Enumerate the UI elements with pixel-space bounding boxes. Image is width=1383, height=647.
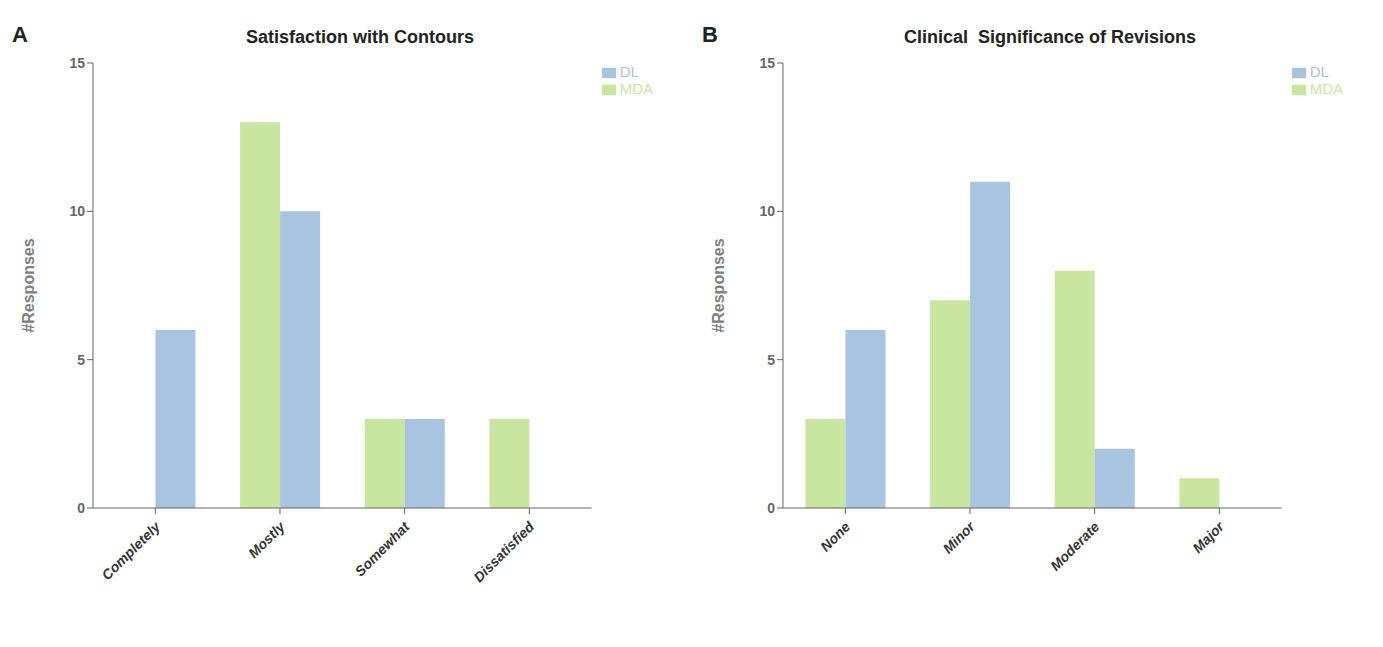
html-text:Satisfaction with Contours: Satisfaction with Contours	[246, 27, 474, 47]
svg-text:Somewhat: Somewhat	[352, 518, 414, 580]
svg-text:#Responses: #Responses	[710, 238, 727, 332]
svg-text:Mostly: Mostly	[245, 518, 289, 562]
svg-text:0: 0	[767, 500, 775, 516]
svg-text:Dissatisfied: Dissatisfied	[470, 518, 537, 585]
svg-text:Minor: Minor	[940, 517, 979, 556]
svg-text:15: 15	[759, 55, 775, 71]
svg-text:#Responses: #Responses	[20, 238, 37, 332]
svg-text:5: 5	[767, 352, 775, 368]
html-text:MDA: MDA	[1309, 80, 1343, 97]
svg-text:10: 10	[69, 203, 85, 219]
svg-text:None: None	[817, 518, 853, 554]
html-text:MDA: MDA	[619, 80, 653, 97]
html-text:B: B	[702, 22, 718, 47]
svg-text:15: 15	[69, 55, 85, 71]
svg-text:Moderate: Moderate	[1047, 518, 1102, 573]
svg-text:Major: Major	[1189, 517, 1228, 556]
html-text:DL: DL	[619, 63, 639, 80]
svg-text:Completely: Completely	[98, 518, 164, 584]
html-text:DL: DL	[1309, 63, 1329, 80]
html-text:A: A	[12, 22, 28, 47]
svg-text:10: 10	[759, 203, 775, 219]
svg-text:0: 0	[77, 500, 85, 516]
svg-text:5: 5	[77, 352, 85, 368]
html-text:Clinical Significance of Revis: Clinical Significance of Revisions	[904, 27, 1196, 47]
